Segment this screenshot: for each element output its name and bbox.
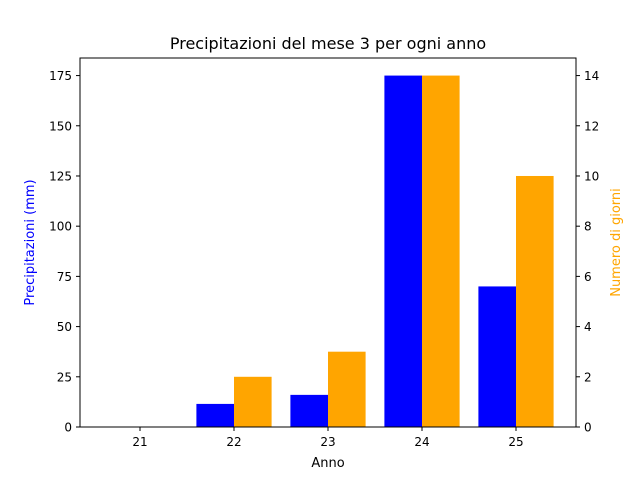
bar-precipitazioni-24 (384, 75, 422, 428)
y-right-tick-label: 4 (584, 320, 592, 334)
y-right-tick-label: 0 (584, 421, 592, 435)
y-right-tick-label: 14 (584, 69, 599, 83)
x-tick-label: 24 (414, 435, 429, 449)
y-right-tick-label: 6 (584, 270, 592, 284)
y-right-tick-label: 12 (584, 119, 599, 133)
y-axis-left-label: Precipitazioni (mm) (23, 179, 38, 305)
y-left-tick-label: 0 (64, 421, 72, 435)
y-left-tick-label: 100 (49, 220, 72, 234)
y-left-tick-label: 175 (49, 69, 72, 83)
y-right-tick-label: 8 (584, 220, 592, 234)
y-axis-right-label: Numero di giorni (609, 188, 624, 297)
y-left-tick-label: 150 (49, 119, 72, 133)
y-axis-left: 0 25 50 75 100 125 150 175 (49, 69, 80, 435)
x-axis: 21 22 23 24 25 (132, 427, 524, 449)
x-tick-label: 22 (226, 435, 241, 449)
x-axis-label: Anno (311, 456, 344, 471)
x-tick-label: 25 (508, 435, 523, 449)
bar-giorni-23 (328, 351, 366, 427)
chart-title: Precipitazioni del mese 3 per ogni anno (170, 34, 486, 53)
bar-giorni-24 (422, 75, 460, 428)
bar-giorni-25 (516, 175, 554, 427)
y-right-tick-label: 2 (584, 370, 592, 384)
y-left-tick-label: 50 (57, 320, 72, 334)
y-right-tick-label: 10 (584, 169, 599, 183)
y-left-tick-label: 75 (57, 270, 72, 284)
bars-layer (196, 75, 554, 428)
y-left-tick-label: 25 (57, 370, 72, 384)
y-left-tick-label: 125 (49, 169, 72, 183)
bar-precipitazioni-23 (290, 394, 328, 427)
bar-precipitazioni-22 (196, 403, 234, 427)
bar-precipitazioni-25 (478, 286, 516, 427)
x-tick-label: 21 (132, 435, 147, 449)
y-axis-right: 0 2 4 6 8 10 12 14 (576, 69, 599, 435)
bar-giorni-22 (234, 376, 272, 427)
x-tick-label: 23 (320, 435, 335, 449)
